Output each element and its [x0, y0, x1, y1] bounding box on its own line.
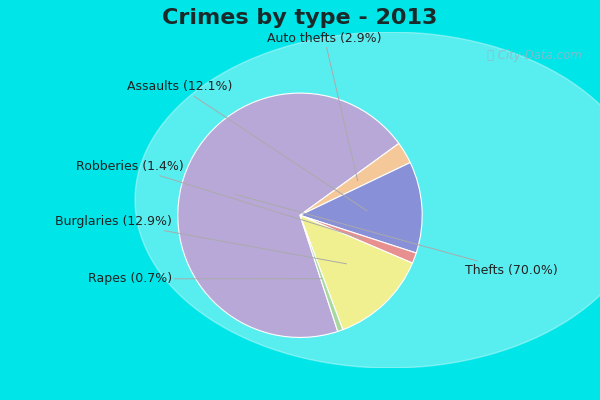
Text: Auto thefts (2.9%): Auto thefts (2.9%) — [267, 32, 382, 181]
Wedge shape — [178, 93, 399, 338]
Wedge shape — [300, 215, 412, 330]
Text: Robberies (1.4%): Robberies (1.4%) — [76, 160, 363, 239]
Wedge shape — [300, 144, 410, 215]
Ellipse shape — [135, 32, 600, 368]
Text: Thefts (70.0%): Thefts (70.0%) — [236, 194, 557, 277]
Wedge shape — [300, 215, 416, 263]
Text: Assaults (12.1%): Assaults (12.1%) — [127, 80, 367, 211]
Text: Rapes (0.7%): Rapes (0.7%) — [88, 272, 322, 285]
Text: Crimes by type - 2013: Crimes by type - 2013 — [163, 8, 437, 28]
Wedge shape — [300, 215, 343, 332]
Text: Burglaries (12.9%): Burglaries (12.9%) — [55, 215, 346, 264]
Wedge shape — [300, 162, 422, 253]
Text: ⓘ City-Data.com: ⓘ City-Data.com — [487, 49, 582, 62]
